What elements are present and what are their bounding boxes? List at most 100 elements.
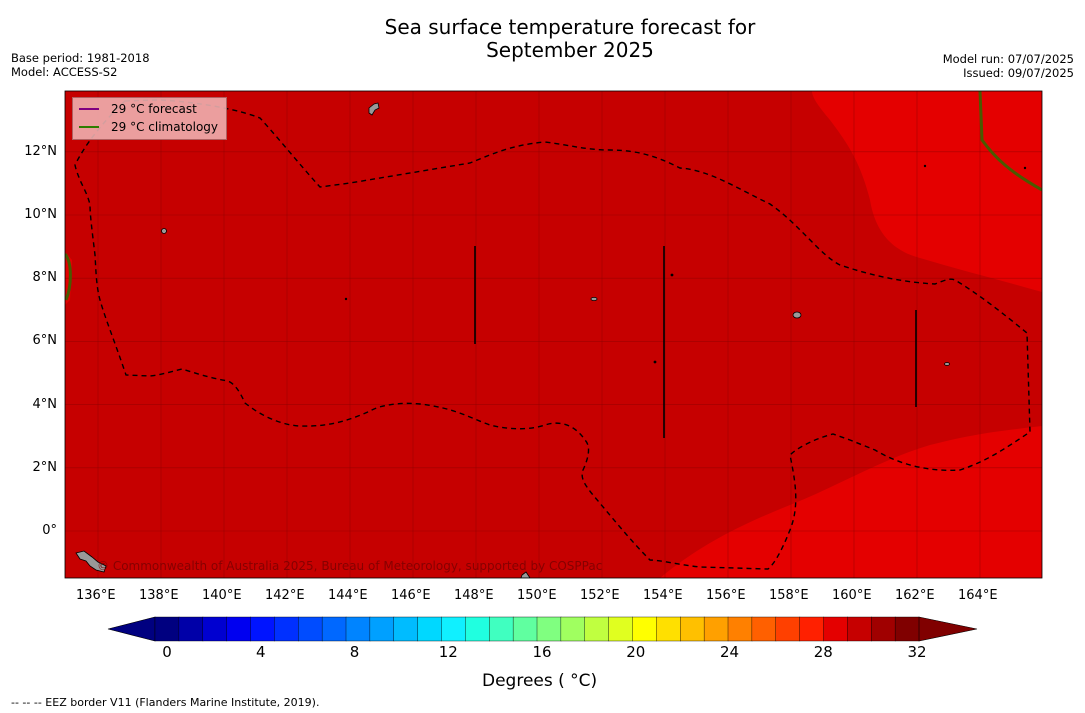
island-chuuk — [590, 296, 598, 301]
longitude-label: 152°E — [580, 588, 620, 603]
longitude-label: 142°E — [265, 588, 305, 603]
colorbar-bin — [751, 616, 777, 642]
map-legend: 29 °C forecast 29 °C climatology — [72, 97, 227, 140]
colorbar-bin — [775, 616, 801, 642]
colorbar-bin — [847, 616, 872, 642]
legend-swatch-climatology — [79, 126, 99, 128]
colorbar-tick-label: 28 — [813, 643, 833, 661]
colorbar-bin — [274, 616, 299, 642]
colorbar-bin — [441, 616, 466, 642]
colorbar-tick-label: 8 — [349, 643, 360, 661]
sst-zone-28-29-south — [660, 426, 1042, 578]
colorbar-bin — [393, 616, 419, 642]
longitude-label: 138°E — [139, 588, 179, 603]
map-frame — [64, 90, 1043, 579]
colorbar-bin — [584, 616, 610, 642]
colorbar-bin — [250, 616, 275, 642]
legend-label-climatology: 29 °C climatology — [111, 120, 219, 134]
colorbar-tick-label: 32 — [907, 643, 927, 661]
colorbar-bin — [799, 616, 824, 642]
island-new-guinea-tip — [75, 550, 107, 573]
colorbar-tick-label: 12 — [438, 643, 458, 661]
colorbar-bin — [560, 616, 586, 642]
island-kosrae — [944, 362, 950, 366]
map-grid — [65, 91, 1042, 578]
latitude-label: 8°N — [32, 270, 58, 286]
climatology-contour-w — [65, 253, 72, 301]
island-dot-5 — [1023, 166, 1027, 170]
map-watermark: © Commonwealth of Australia 2025, Bureau… — [97, 559, 602, 573]
colorbar-bin — [680, 616, 705, 642]
colorbar-bin — [321, 616, 347, 642]
island-dot-4 — [923, 164, 927, 168]
model-run-text: Model run: 07/07/2025 — [942, 52, 1074, 66]
eez-border — [74, 99, 1031, 570]
longitude-label: 154°E — [643, 588, 683, 603]
colorbar-bin — [489, 616, 514, 642]
eez-footnote: -- -- -- EEZ border V11 (Flanders Marine… — [11, 696, 320, 709]
island-pohnpei — [792, 311, 802, 319]
colorbar-tick-label: 4 — [255, 643, 266, 661]
longitude-label: 162°E — [895, 588, 935, 603]
colorbar-bin — [894, 616, 920, 642]
colorbar-bin — [417, 616, 442, 642]
longitude-label: 156°E — [706, 588, 746, 603]
colorbar-tick-label: 16 — [532, 643, 552, 661]
island-dot-2 — [653, 360, 657, 364]
island-dot-1 — [670, 273, 674, 277]
latitude-label: 6°N — [32, 333, 58, 349]
colorbar-bin — [298, 616, 323, 642]
longitude-label: 136°E — [76, 588, 116, 603]
colorbar-bin — [608, 616, 633, 642]
colorbar-tick-label: 20 — [626, 643, 646, 661]
longitude-label: 148°E — [454, 588, 494, 603]
latitude-label: 4°N — [32, 396, 58, 412]
longitude-label: 160°E — [832, 588, 872, 603]
colorbar-bin — [226, 616, 251, 642]
colorbar-bin — [632, 616, 657, 642]
latitude-label: 10°N — [24, 207, 57, 222]
longitude-label: 150°E — [517, 588, 557, 603]
colorbar-bin — [154, 616, 180, 642]
island-guam — [368, 102, 380, 116]
colorbar-title: Degrees ( °C) — [482, 671, 598, 691]
colorbar-bin — [536, 616, 562, 642]
colorbar-bin — [178, 616, 204, 642]
base-period-text: Base period: 1981-2018 — [11, 51, 150, 65]
legend-item-climatology: 29 °C climatology — [79, 119, 218, 135]
longitude-label: 144°E — [328, 588, 368, 603]
legend-swatch-forecast — [79, 108, 99, 110]
model-text: Model: ACCESS-S2 — [11, 65, 118, 79]
issued-text: Issued: 09/07/2025 — [963, 66, 1074, 80]
colorbar-tick-label: 24 — [719, 643, 740, 661]
latitude-label: 2°N — [32, 459, 58, 475]
colorbar-bin — [703, 616, 729, 642]
latitude-label: 12°N — [24, 143, 57, 159]
longitude-label: 140°E — [202, 588, 242, 603]
colorbar-bin — [345, 616, 371, 642]
colorbar-bin — [823, 616, 848, 642]
colorbar-tick-label: 0 — [162, 643, 172, 661]
longitude-label: 164°E — [958, 588, 998, 603]
colorbar-bin — [871, 616, 896, 642]
longitude-label: 146°E — [391, 588, 431, 603]
climatology-contour-ne — [978, 91, 1042, 192]
map-area: © Commonwealth of Australia 2025, Bureau… — [65, 91, 1042, 578]
colorbar-bin — [369, 616, 395, 642]
island-small-south — [520, 571, 531, 578]
island-dot-3 — [344, 297, 348, 301]
chart-title-line1: Sea surface temperature forecast for — [384, 15, 756, 39]
longitude-label: 158°E — [769, 588, 809, 603]
island-palau — [161, 228, 167, 234]
chart-title-line2: September 2025 — [486, 38, 654, 62]
legend-label-forecast: 29 °C forecast — [111, 102, 197, 116]
colorbar-bin — [656, 616, 681, 642]
colorbar-bin — [465, 616, 490, 642]
legend-item-forecast: 29 °C forecast — [79, 101, 197, 117]
latitude-label: 0° — [42, 523, 57, 538]
colorbar-max-extension — [918, 616, 978, 642]
colorbar-bin — [727, 616, 753, 642]
colorbar-min-extension — [107, 616, 156, 642]
